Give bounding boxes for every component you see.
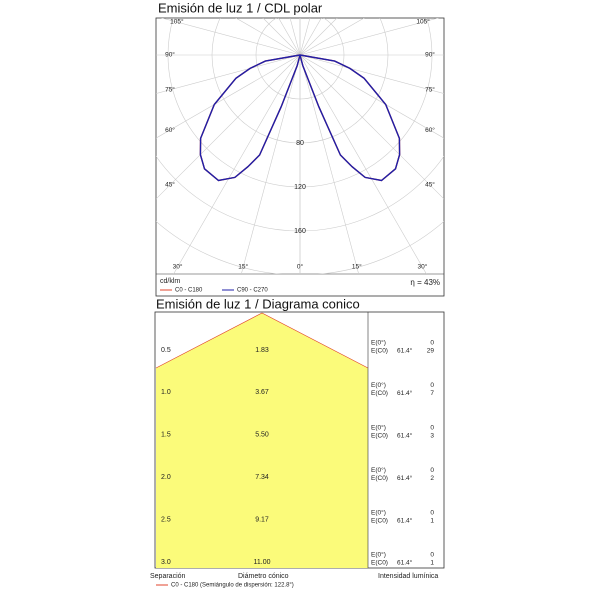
- angle-label: 61.4°: [397, 432, 413, 440]
- row-diameter: 9.17: [255, 516, 269, 523]
- row-height: 1.5: [161, 432, 171, 439]
- grid-ray: [299, 18, 440, 56]
- polar-plot: [156, 18, 444, 274]
- e0-label: E(0°): [371, 339, 386, 347]
- grid-ray: [241, 54, 301, 274]
- row-height: 0.5: [161, 347, 171, 354]
- e0-value: 0: [430, 552, 434, 559]
- legend-label: C0 - C180: [175, 288, 203, 294]
- e0-value: 0: [430, 425, 434, 432]
- grid-ray: [299, 18, 365, 56]
- ec0-value: 29: [427, 348, 435, 355]
- angle-tick-label: 75°: [165, 86, 175, 94]
- efficiency: η = 43%: [410, 278, 440, 287]
- angle-label: 61.4°: [397, 474, 413, 482]
- grid-ray: [173, 54, 301, 274]
- ec0-value: 7: [430, 390, 434, 397]
- grid-ray: [299, 18, 338, 56]
- angle-tick-label: 105°: [170, 18, 184, 26]
- ec0-value: 1: [430, 517, 434, 524]
- e0-label: E(0°): [371, 424, 386, 432]
- angle-tick-label: 15°: [238, 263, 248, 271]
- e0-label: E(0°): [371, 381, 386, 389]
- angle-label: 61.4°: [397, 559, 413, 567]
- angle-tick-label: 45°: [425, 181, 435, 189]
- grid-ray: [156, 54, 301, 139]
- ec0-label: E(C0): [371, 475, 388, 482]
- footer-separation: Separación: [150, 573, 186, 580]
- angle-tick-label: 90°: [165, 51, 175, 59]
- row-height: 3.0: [161, 559, 171, 566]
- grid-ray: [299, 54, 359, 274]
- grid-ray: [160, 18, 301, 56]
- angle-label: 61.4°: [397, 347, 413, 355]
- grid-ray: [299, 54, 444, 94]
- ec0-label: E(C0): [371, 348, 388, 355]
- r-tick-label: 80: [296, 140, 304, 147]
- r-tick-label: 160: [294, 228, 306, 235]
- unit: cd/klm: [160, 278, 180, 285]
- polar-title: Emisión de luz 1 / CDL polar: [158, 0, 323, 15]
- polar-curve: [299, 54, 401, 182]
- row-diameter: 1.83: [255, 347, 269, 354]
- e0-value: 0: [430, 382, 434, 389]
- row-height: 2.0: [161, 474, 171, 481]
- e0-label: E(0°): [371, 508, 386, 516]
- angle-tick-label: 15°: [352, 263, 362, 271]
- cone-area: [156, 313, 368, 568]
- e0-value: 0: [430, 467, 434, 474]
- polar-labels: 80 120 160 105° 105° 90° 90° 75° 75° 60° 60° 45° 45°…: [160, 18, 435, 294]
- angle-tick-label: 60°: [425, 126, 435, 134]
- ec0-value: 3: [430, 433, 434, 440]
- angle-tick-label: 75°: [425, 86, 435, 94]
- e0-value: 0: [430, 509, 434, 516]
- cone-legend: C0 - C180 (Semiángulo de dispersión: 122…: [171, 583, 294, 589]
- angle-tick-label: 45°: [165, 181, 175, 189]
- angle-label: 61.4°: [397, 516, 413, 524]
- grid-ray: [235, 18, 301, 56]
- footer-diameter: Diámetro cónico: [238, 573, 289, 580]
- grid-ray: [299, 54, 427, 274]
- r-tick-label: 120: [294, 184, 306, 191]
- grid-ray: [299, 54, 444, 139]
- ec0-label: E(C0): [371, 390, 388, 397]
- angle-tick-label: 0°: [297, 263, 304, 271]
- grid-ray: [299, 54, 444, 200]
- grid-ray: [156, 54, 301, 94]
- ec0-value: 2: [430, 475, 434, 482]
- ec0-label: E(C0): [371, 560, 388, 567]
- ec0-value: 1: [430, 560, 434, 567]
- e0-label: E(0°): [371, 551, 386, 559]
- cone-title: Emisión de luz 1 / Diagrama conico: [156, 296, 360, 311]
- angle-tick-label: 30°: [173, 263, 183, 271]
- polar-curve: [299, 54, 401, 182]
- e0-label: E(0°): [371, 466, 386, 474]
- angle-tick-label: 90°: [425, 51, 435, 59]
- polar-curve: [199, 54, 301, 182]
- row-height: 1.0: [161, 389, 171, 396]
- polar-curve: [199, 54, 301, 182]
- row-diameter: 5.50: [255, 432, 269, 439]
- angle-tick-label: 60°: [165, 126, 175, 134]
- grid-ray: [156, 54, 301, 200]
- row-height: 2.5: [161, 516, 171, 523]
- angle-label: 61.4°: [397, 389, 413, 397]
- row-diameter: 11.00: [254, 559, 271, 566]
- legend-label: C90 - C270: [237, 288, 268, 294]
- ec0-label: E(C0): [371, 433, 388, 440]
- angle-tick-label: 30°: [417, 263, 427, 271]
- cone-edge: [155, 312, 369, 369]
- e0-value: 0: [430, 340, 434, 347]
- ec0-label: E(C0): [371, 517, 388, 524]
- row-diameter: 7.34: [255, 474, 269, 481]
- angle-tick-label: 105°: [416, 18, 430, 26]
- row-diameter: 3.67: [255, 389, 269, 396]
- footer-intensity: Intensidad lumínica: [378, 573, 438, 580]
